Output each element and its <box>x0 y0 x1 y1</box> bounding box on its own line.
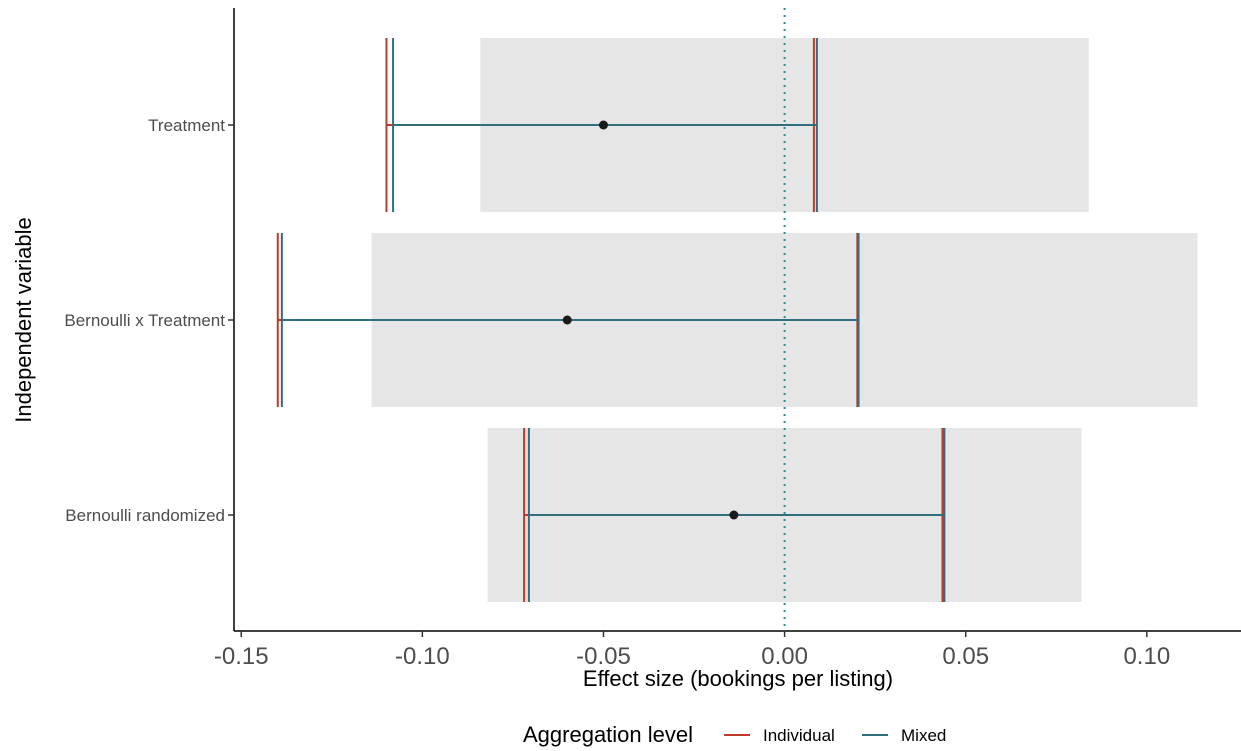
point-estimate <box>598 120 608 130</box>
legend-title: Aggregation level <box>523 722 693 747</box>
point-estimates <box>562 120 739 520</box>
point-estimate <box>562 315 572 325</box>
legend-label: Mixed <box>901 726 946 745</box>
error-bars <box>276 38 946 602</box>
y-axis-ticks: Treatment Bernoulli x Treatment Bernoulli … <box>64 116 234 525</box>
y-tick-label: Treatment <box>148 116 225 135</box>
y-tick-label: Bernoulli x Treatment <box>64 311 225 330</box>
x-tick-label: 0.00 <box>761 643 808 670</box>
x-axis-ticks: -0.15 -0.10 -0.05 0.00 0.05 0.10 <box>214 631 1170 670</box>
point-estimate <box>729 510 739 520</box>
x-tick-label: 0.05 <box>942 643 989 670</box>
x-tick-label: 0.10 <box>1123 643 1170 670</box>
legend: Aggregation level Individual Mixed <box>523 720 946 750</box>
legend-label: Individual <box>763 726 835 745</box>
x-tick-label: -0.10 <box>395 643 450 670</box>
x-tick-label: -0.05 <box>576 643 631 670</box>
y-axis-title: Independent variable <box>11 217 36 423</box>
x-axis-title: Effect size (bookings per listing) <box>583 666 893 691</box>
x-tick-label: -0.15 <box>214 643 269 670</box>
y-tick-label: Bernoulli randomized <box>65 506 225 525</box>
